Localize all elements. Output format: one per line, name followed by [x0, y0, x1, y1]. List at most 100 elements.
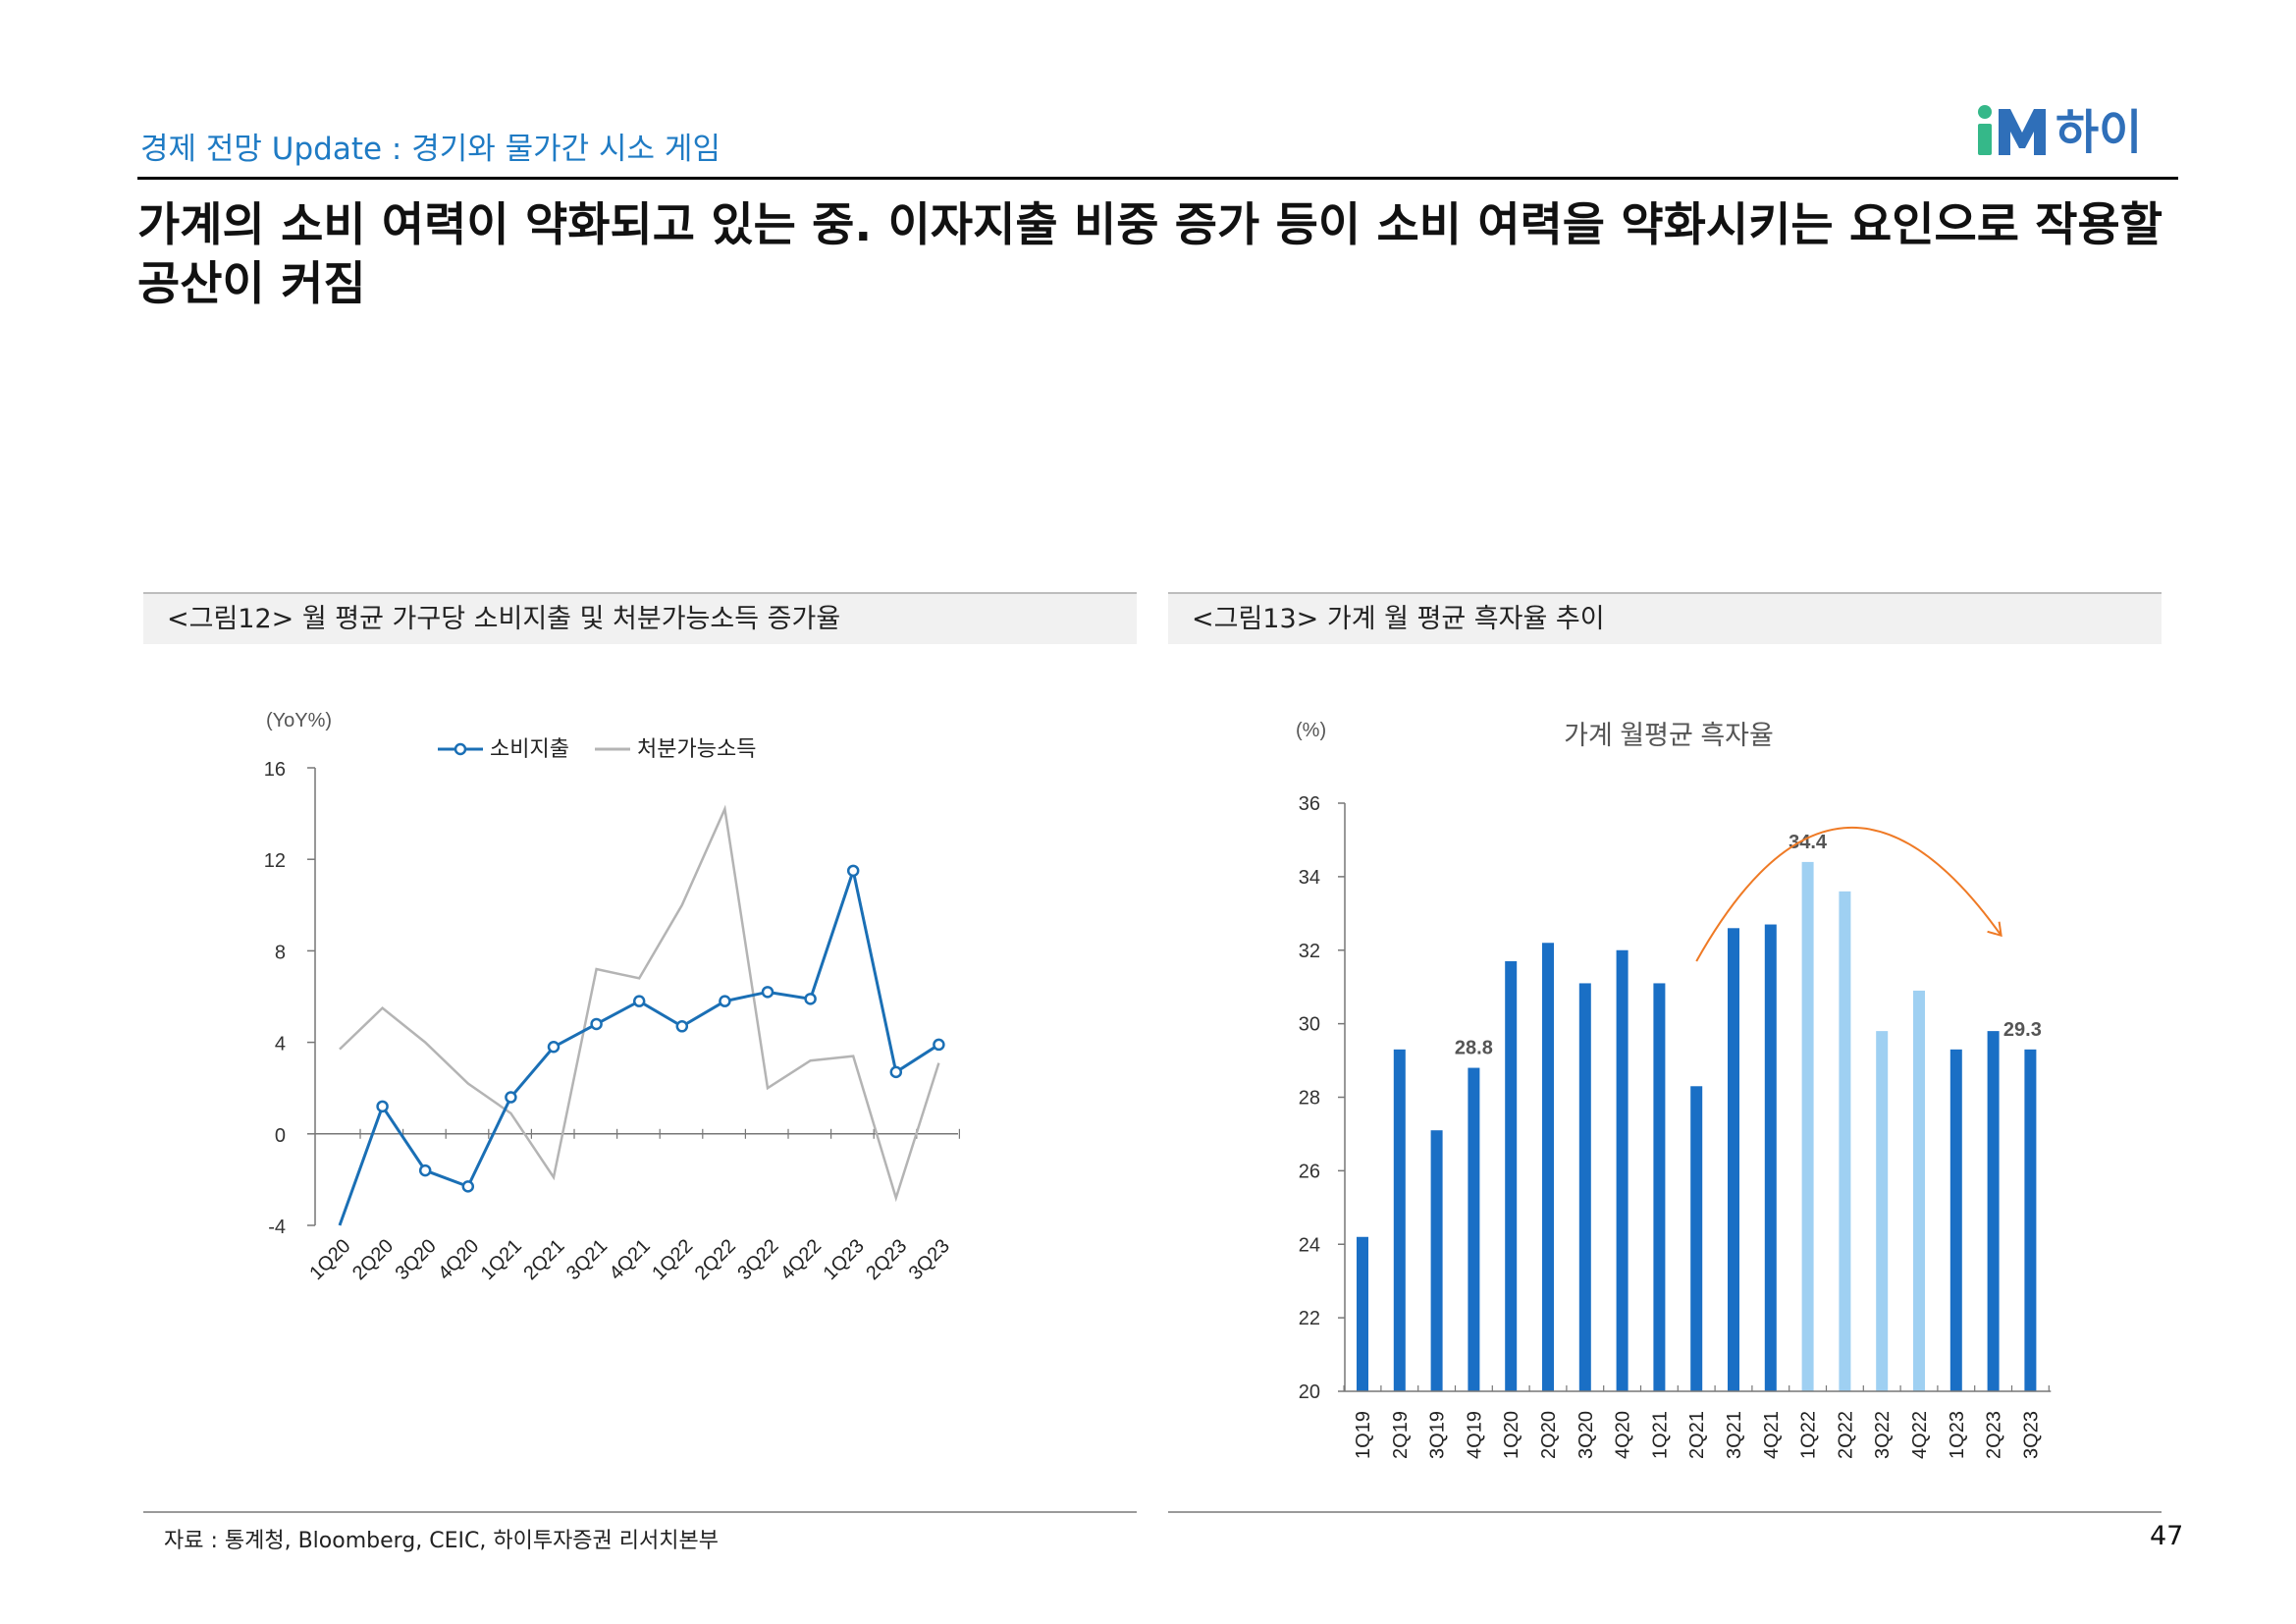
bar-2Q20 — [1542, 943, 1554, 1391]
y-axis: 20 22 24 26 28 30 32 34 36 — [1299, 793, 1346, 1403]
logo-i-stem — [1978, 124, 1992, 155]
x-tick-label: 1Q19 — [1353, 1411, 1374, 1459]
spending-point — [675, 1020, 689, 1033]
spending-point — [889, 1065, 903, 1079]
y-tick-label: 4 — [275, 1034, 286, 1056]
bar-1Q23 — [1949, 1049, 1962, 1391]
data-label-4Q19: 28.8 — [1455, 1038, 1493, 1059]
report-subtitle: 경제 전망 Update : 경기와 물가간 시소 게임 — [140, 132, 721, 167]
bar-1Q22 — [1801, 861, 1814, 1391]
bar-4Q21 — [1764, 924, 1777, 1391]
x-tick-label: 3Q21 — [1724, 1411, 1745, 1459]
y-tick-label: 16 — [264, 759, 286, 781]
header-divider — [137, 177, 2178, 180]
x-tick-label: 1Q22 — [1798, 1411, 1820, 1459]
trend-annotation — [1695, 826, 2002, 962]
spending-point — [933, 1038, 945, 1052]
x-tick-label: 3Q22 — [1872, 1411, 1894, 1459]
legend-label-spending: 소비지출 — [490, 736, 569, 761]
bar-1Q19 — [1357, 1236, 1368, 1391]
bar-4Q22 — [1913, 990, 1925, 1391]
bar-3Q19 — [1430, 1130, 1443, 1391]
chart-title: 가계 월평균 흑자율 — [1564, 721, 1774, 750]
y-tick-label: 32 — [1299, 941, 1320, 962]
x-tick-label: 2Q23 — [1984, 1411, 2005, 1459]
series-group — [338, 804, 945, 1226]
company-logo: 하이 — [1971, 99, 2167, 162]
x-tick-label: 4Q22 — [1909, 1411, 1931, 1459]
data-label-3Q23: 29.3 — [2003, 1019, 2042, 1041]
bar-3Q22 — [1876, 1031, 1889, 1391]
legend-marker-spending — [454, 742, 467, 756]
x-tick-label: 3Q19 — [1427, 1411, 1449, 1459]
x-tick-label: 4Q22 — [776, 1235, 826, 1284]
bar-2Q21 — [1690, 1086, 1703, 1391]
x-tick-label: 4Q19 — [1464, 1411, 1485, 1459]
x-tick-label: 2Q19 — [1390, 1411, 1412, 1459]
logo-dot — [1978, 105, 1992, 119]
data-label-1Q22: 34.4 — [1789, 832, 1828, 853]
y-tick-label: 34 — [1299, 867, 1320, 889]
y-tick-label: 36 — [1299, 793, 1320, 815]
spending-point — [719, 995, 731, 1007]
bar-chart-surplus-rate: (%) 가계 월평균 흑자율 20 22 24 26 28 30 32 34 36 1Q19 2Q… — [1296, 720, 2052, 1459]
x-tick-label: 1Q21 — [1649, 1411, 1671, 1459]
x-tick-label: 3Q20 — [1575, 1411, 1597, 1459]
bar-1Q20 — [1505, 960, 1518, 1391]
logo-text: 하이 — [2056, 107, 2142, 159]
x-tick-label: 1Q23 — [820, 1235, 869, 1284]
x-tick-label: 2Q22 — [1835, 1411, 1856, 1459]
bar-4Q19 — [1468, 1067, 1480, 1391]
y-tick-label: 26 — [1299, 1161, 1320, 1182]
x-tick-label: 3Q22 — [733, 1235, 782, 1284]
spending-point — [376, 1100, 389, 1113]
x-tick-label: 3Q21 — [562, 1235, 612, 1284]
bar-4Q20 — [1616, 949, 1629, 1391]
y-axis: -4 0 4 8 12 16 — [264, 759, 316, 1238]
spending-point — [632, 995, 646, 1007]
bar-2Q19 — [1393, 1049, 1406, 1391]
figure13-caption: <그림13> 가계 월 평균 흑자율 추이 — [1168, 592, 2162, 644]
x-tick-label: 4Q21 — [606, 1235, 655, 1284]
y-tick-label: 20 — [1299, 1381, 1320, 1403]
figure12-caption: <그림12> 월 평균 가구당 소비지출 및 처분가능소득 증가율 — [143, 592, 1137, 644]
x-tick-label: 3Q20 — [392, 1235, 441, 1284]
x-tick-label: 3Q23 — [905, 1235, 954, 1284]
source-note: 자료 : 통계청, Bloomberg, CEIC, 하이투자증권 리서치본부 — [164, 1529, 719, 1553]
x-tick-label: 1Q20 — [305, 1235, 354, 1284]
x-tick-label: 2Q20 — [1538, 1411, 1560, 1459]
y-axis-unit-label: (%) — [1296, 720, 1326, 741]
legend: 소비지출 처분가능소득 — [438, 736, 756, 761]
bar-2Q23 — [1987, 1031, 2000, 1391]
spending-point — [418, 1164, 432, 1177]
logo-m — [1999, 109, 2046, 155]
data-labels: 28.8 34.4 29.3 — [1455, 832, 2042, 1059]
trend-arrowhead — [1987, 921, 2002, 938]
logo-mark: 하이 — [1978, 105, 2142, 159]
x-tick-label: 2Q20 — [348, 1235, 398, 1284]
y-tick-label: 22 — [1299, 1308, 1320, 1329]
spending-point — [461, 1180, 475, 1193]
series-line-income — [339, 804, 940, 1203]
spending-point — [761, 986, 774, 999]
x-tick-label: 1Q21 — [477, 1235, 526, 1284]
footer-divider-right — [1168, 1511, 2162, 1513]
footer-divider-left — [143, 1511, 1137, 1513]
x-axis: 1Q19 2Q19 3Q19 4Q19 1Q20 2Q20 3Q20 4Q20 1Q21 2Q21… — [1343, 1385, 2052, 1459]
trend-arc — [1695, 826, 2002, 962]
spending-point — [804, 993, 817, 1005]
spending-point — [846, 864, 860, 878]
y-tick-label: 30 — [1299, 1014, 1320, 1036]
x-tick-label: 1Q22 — [648, 1235, 697, 1284]
y-tick-label: 24 — [1299, 1234, 1320, 1256]
y-tick-label: -4 — [268, 1217, 286, 1238]
x-tick-label: 1Q20 — [1501, 1411, 1522, 1459]
x-tick-label: 4Q21 — [1761, 1411, 1783, 1459]
y-axis-unit-label: (YoY%) — [266, 710, 332, 731]
y-tick-label: 28 — [1299, 1088, 1320, 1110]
x-axis: 1Q202Q203Q204Q201Q212Q213Q214Q211Q222Q22… — [305, 1128, 961, 1284]
x-tick-label: 2Q21 — [1686, 1411, 1708, 1459]
page-title: 가계의 소비 여력이 약화되고 있는 중. 이자지출 비중 증가 등이 소비 여… — [137, 198, 2163, 311]
spending-point — [590, 1017, 603, 1031]
